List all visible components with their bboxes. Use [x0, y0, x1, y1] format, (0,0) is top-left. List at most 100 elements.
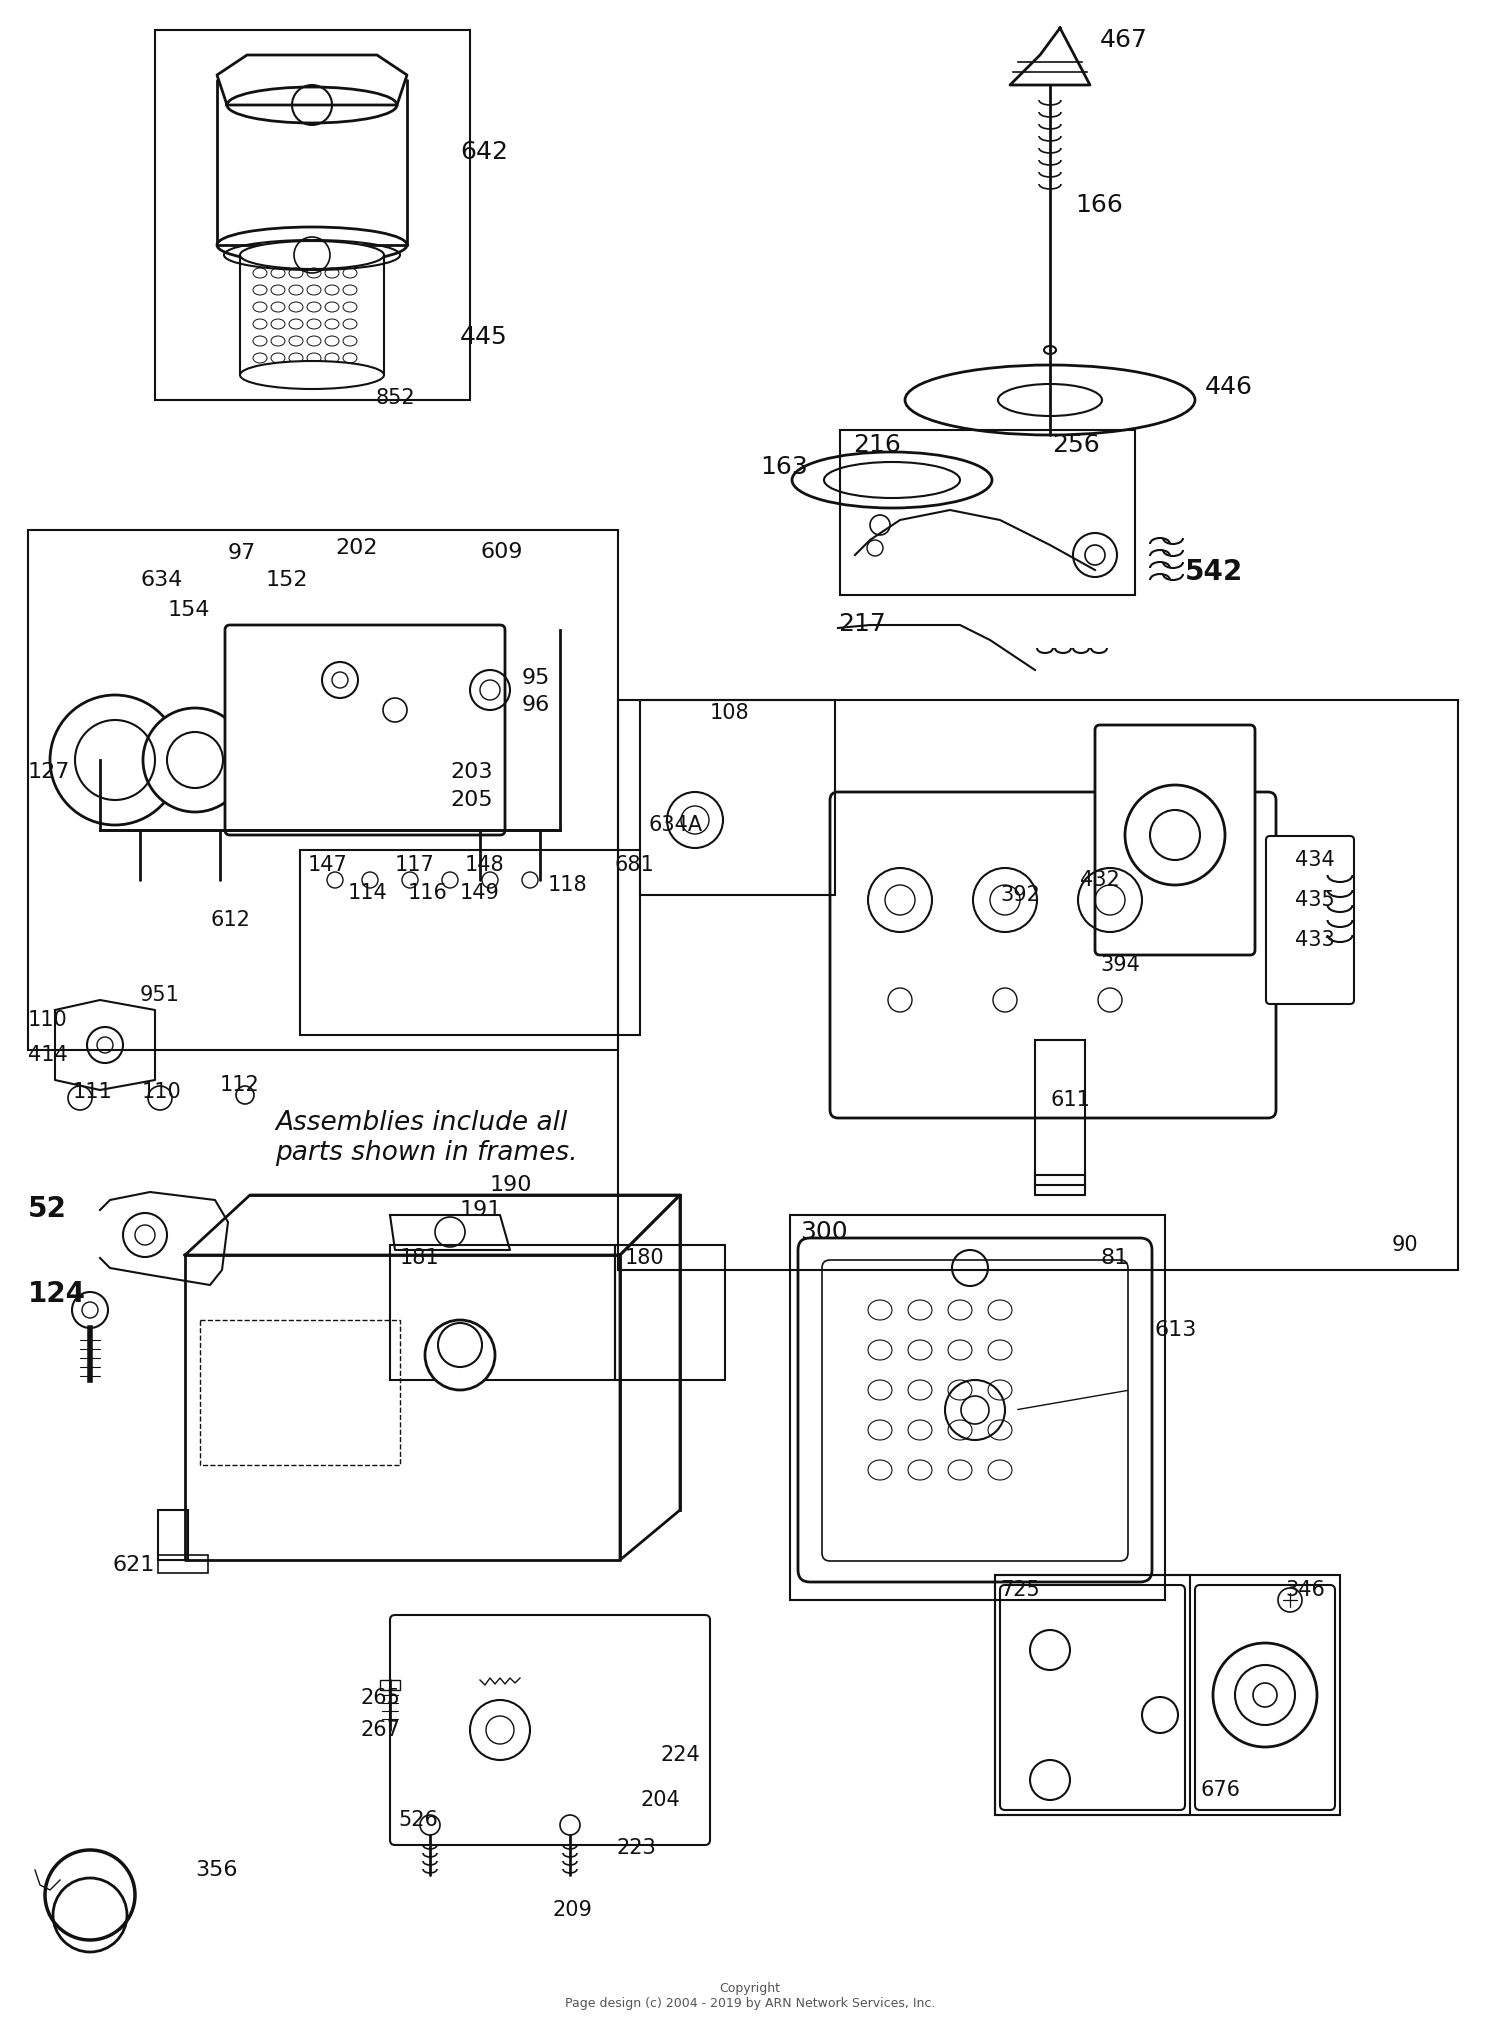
Text: 95: 95 [522, 667, 550, 687]
Text: 81: 81 [1100, 1249, 1128, 1267]
Text: 110: 110 [28, 1011, 68, 1029]
Bar [158, 1509, 188, 1560]
Text: 110: 110 [142, 1082, 182, 1102]
Bar [615, 1245, 724, 1379]
Text: 634A: 634A [648, 816, 702, 836]
Bar [618, 700, 1458, 1269]
Text: 217: 217 [839, 612, 885, 637]
Text: 118: 118 [548, 875, 588, 895]
Text: 149: 149 [460, 883, 500, 903]
Text: 216: 216 [853, 433, 901, 458]
Text: 414: 414 [28, 1045, 68, 1066]
Circle shape [142, 708, 248, 812]
Bar [1035, 1039, 1084, 1186]
Text: 166: 166 [1076, 193, 1124, 218]
Text: 621: 621 [112, 1556, 156, 1574]
FancyBboxPatch shape [830, 791, 1276, 1119]
Ellipse shape [792, 452, 992, 508]
FancyBboxPatch shape [1000, 1584, 1185, 1810]
Polygon shape [184, 1196, 680, 1255]
Bar [790, 1214, 1166, 1601]
Bar [994, 1574, 1190, 1814]
Text: 147: 147 [308, 854, 348, 875]
Text: 181: 181 [400, 1249, 439, 1267]
Bar [994, 1574, 1340, 1814]
Text: 432: 432 [1080, 871, 1119, 891]
Ellipse shape [904, 364, 1196, 435]
Bar [1035, 1176, 1084, 1196]
Text: 191: 191 [460, 1200, 503, 1220]
Text: 951: 951 [140, 984, 180, 1005]
Text: 642: 642 [460, 140, 509, 165]
Text: 613: 613 [1155, 1320, 1197, 1340]
Text: 392: 392 [1000, 885, 1039, 905]
Text: 267: 267 [360, 1721, 401, 1739]
Bar [154, 31, 470, 401]
Text: 542: 542 [1185, 557, 1244, 586]
Ellipse shape [240, 240, 384, 268]
Text: 163: 163 [760, 456, 807, 478]
Polygon shape [620, 1196, 680, 1560]
Text: 111: 111 [74, 1082, 112, 1102]
Text: 114: 114 [348, 883, 387, 903]
Text: 224: 224 [660, 1745, 699, 1766]
Text: 434: 434 [1294, 850, 1335, 871]
FancyBboxPatch shape [390, 1615, 710, 1845]
Text: 346: 346 [1286, 1580, 1324, 1601]
Text: 223: 223 [616, 1839, 657, 1857]
Text: 446: 446 [1204, 374, 1252, 399]
Text: 203: 203 [450, 763, 492, 781]
Text: 202: 202 [334, 539, 378, 557]
Text: 445: 445 [460, 325, 507, 350]
Text: 612: 612 [210, 909, 251, 930]
Bar [158, 1556, 209, 1572]
Text: 435: 435 [1294, 891, 1335, 909]
Bar [380, 1680, 400, 1690]
Text: 108: 108 [710, 704, 750, 722]
Ellipse shape [226, 87, 398, 122]
Text: 209: 209 [552, 1900, 592, 1920]
Text: 127: 127 [28, 763, 70, 781]
Text: 467: 467 [1100, 28, 1148, 53]
Text: 676: 676 [1200, 1780, 1240, 1800]
Text: 725: 725 [1000, 1580, 1039, 1601]
Text: 52: 52 [28, 1196, 68, 1222]
FancyBboxPatch shape [1266, 836, 1354, 1005]
Text: 148: 148 [465, 854, 504, 875]
Text: 433: 433 [1294, 930, 1335, 950]
Ellipse shape [240, 360, 384, 388]
Bar [640, 700, 836, 895]
Text: 609: 609 [480, 541, 522, 561]
FancyBboxPatch shape [225, 624, 506, 836]
Text: 634: 634 [140, 570, 183, 590]
Text: 117: 117 [394, 854, 435, 875]
Text: 265: 265 [360, 1688, 401, 1709]
Text: 190: 190 [490, 1176, 532, 1196]
Text: 204: 204 [640, 1790, 680, 1810]
Text: 96: 96 [522, 696, 550, 716]
Bar [840, 429, 1136, 596]
Text: Copyright
Page design (c) 2004 - 2019 by ARN Network Services, Inc.: Copyright Page design (c) 2004 - 2019 by… [566, 1981, 934, 2010]
Polygon shape [184, 1255, 620, 1560]
FancyBboxPatch shape [798, 1239, 1152, 1582]
Text: 356: 356 [195, 1859, 237, 1879]
Polygon shape [1010, 28, 1090, 85]
Circle shape [424, 1320, 495, 1389]
Bar [300, 850, 640, 1035]
Bar [28, 531, 618, 1050]
Text: 90: 90 [1392, 1235, 1417, 1255]
Text: 205: 205 [450, 789, 492, 810]
Text: 97: 97 [228, 543, 256, 563]
Text: 116: 116 [408, 883, 448, 903]
FancyBboxPatch shape [1095, 724, 1256, 956]
Text: 681: 681 [615, 854, 654, 875]
Circle shape [50, 696, 180, 826]
Text: 154: 154 [168, 600, 210, 620]
Bar [390, 1245, 615, 1379]
Text: 526: 526 [398, 1810, 438, 1831]
Text: 394: 394 [1100, 956, 1140, 974]
Text: 124: 124 [28, 1279, 86, 1308]
FancyBboxPatch shape [1196, 1584, 1335, 1810]
Bar [200, 1320, 400, 1464]
Text: 112: 112 [220, 1076, 260, 1094]
